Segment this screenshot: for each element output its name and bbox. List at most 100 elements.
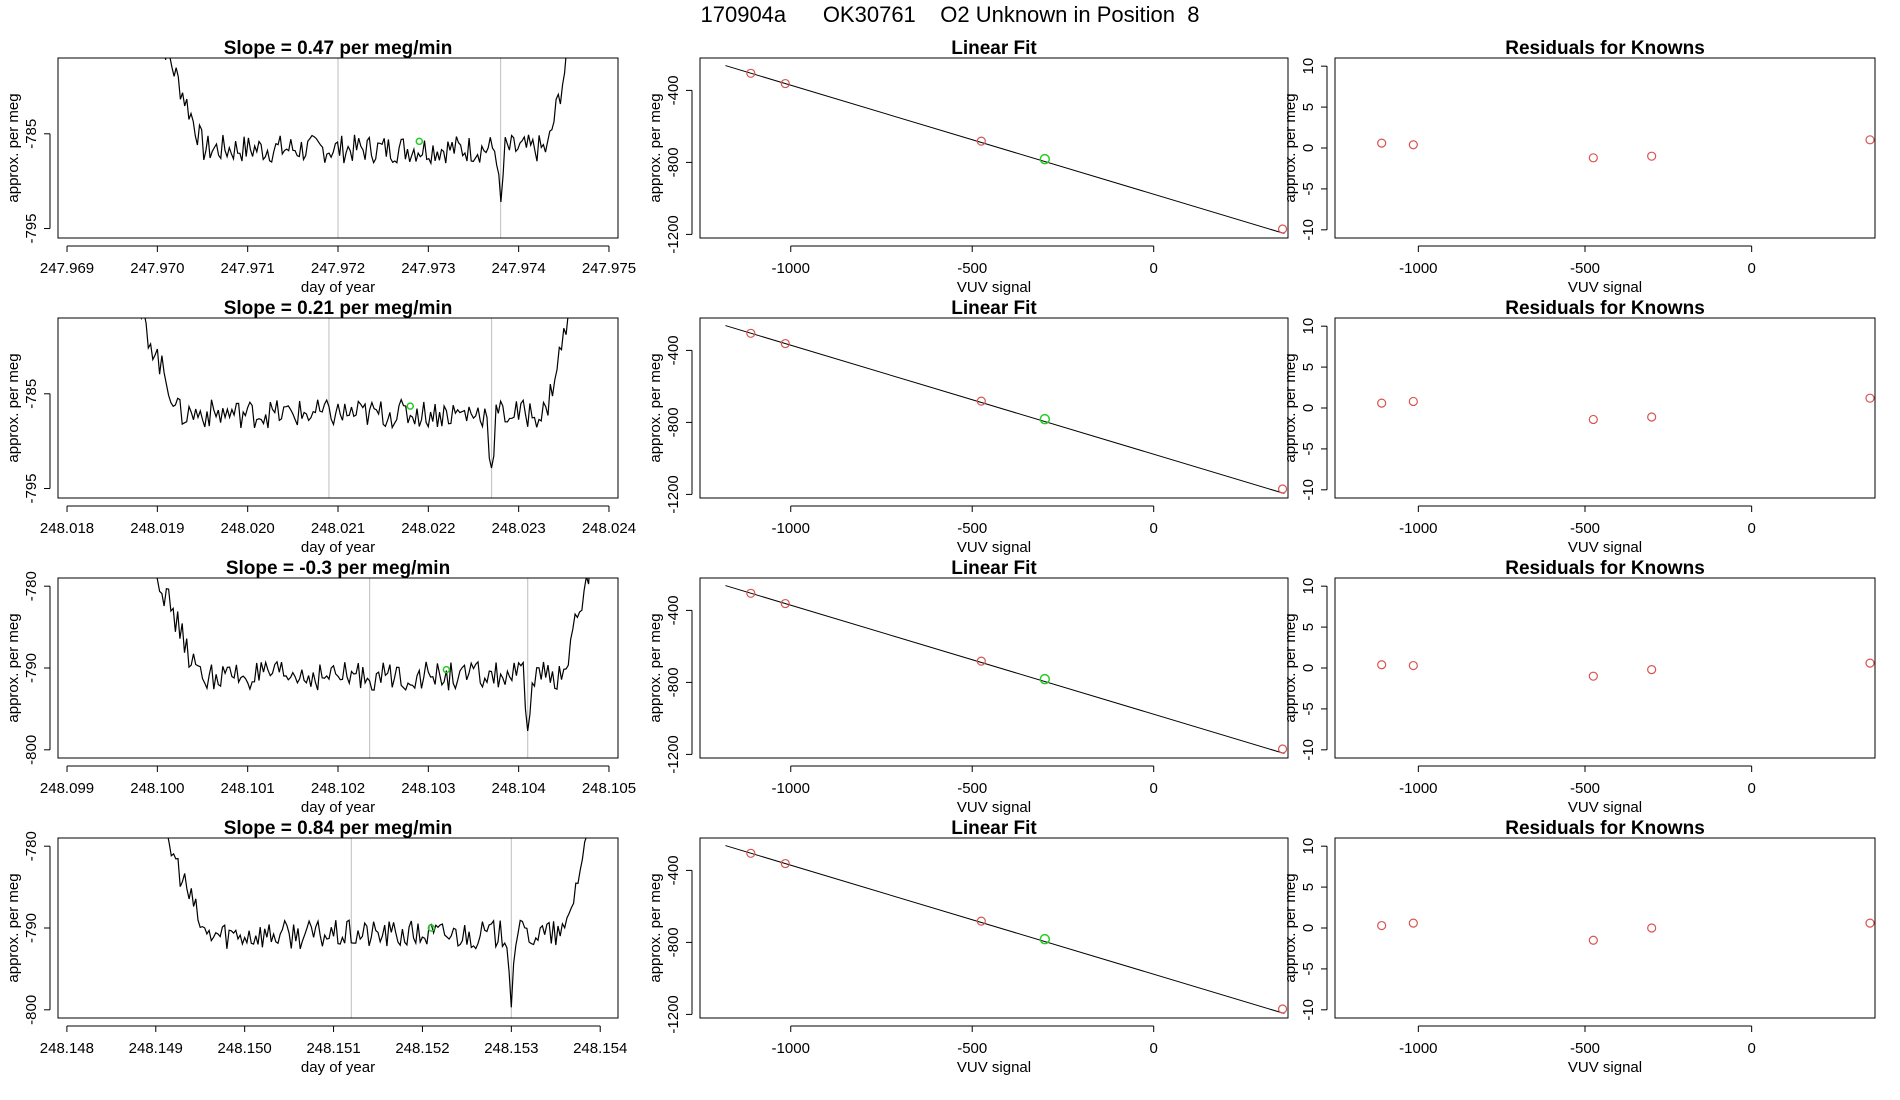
panel-1-3: Residuals for Knowns -1000 -500 0 VUV signal…: [1282, 38, 1876, 296]
plot-frame: [699, 57, 1289, 239]
y-tick-label: 5: [1300, 103, 1317, 111]
known-point: [746, 68, 756, 78]
x-axis: -1000 -500 0: [1399, 245, 1756, 277]
panel-title: Linear Fit: [951, 298, 1037, 319]
panel-title: Slope = -0.3 per meg/min: [226, 558, 450, 579]
fit-line: [725, 65, 1285, 234]
x-tick-label: 248.105: [582, 780, 636, 797]
y-axis-label: approx. per meg: [5, 613, 22, 722]
x-tick-label: -500: [1570, 780, 1600, 797]
x-axis-label: VUV signal: [957, 1059, 1031, 1076]
y-tick-label: 5: [1300, 623, 1317, 631]
plot-area: [1377, 393, 1875, 425]
y-tick-label: -400: [665, 855, 682, 885]
x-axis: 248.148 248.149 248.150 248.151 248.152 248.1…: [40, 1025, 627, 1057]
x-axis-label: VUV signal: [1568, 539, 1642, 556]
x-axis-label: day of year: [301, 539, 375, 556]
y-axis-label: approx. per meg: [1282, 873, 1299, 982]
x-axis-label: day of year: [301, 1059, 375, 1076]
plot-area: [167, 838, 587, 1018]
x-axis-label: VUV signal: [1568, 799, 1642, 816]
trace-line: [156, 578, 590, 731]
known-point: [746, 328, 756, 338]
y-tick-label: -800: [23, 735, 40, 765]
x-tick-label: -500: [1570, 260, 1600, 277]
y-axis: -780 -790 -800: [23, 571, 51, 765]
trace-line: [167, 838, 587, 1008]
x-tick-label: -500: [957, 260, 987, 277]
known-point: [780, 598, 790, 609]
trace-line: [164, 58, 567, 202]
y-tick-label: -400: [665, 595, 682, 625]
known-point: [1647, 151, 1657, 161]
x-axis-label: VUV signal: [1568, 1059, 1642, 1076]
known-point: [780, 338, 790, 349]
y-axis: -400 -800 -1200: [665, 75, 693, 254]
x-tick-label: 0: [1150, 1040, 1158, 1057]
known-point: [1408, 396, 1418, 407]
x-tick-label: -1000: [1399, 1040, 1437, 1057]
y-axis: -400 -800 -1200: [665, 595, 693, 774]
plot-frame: [57, 317, 619, 499]
known-point: [1865, 918, 1875, 928]
known-point: [1588, 153, 1598, 163]
x-tick-label: 248.101: [221, 780, 275, 797]
known-point: [1277, 484, 1288, 494]
unknown-point: [427, 924, 436, 932]
x-axis-label: VUV signal: [957, 279, 1031, 296]
x-axis-label: day of year: [301, 799, 375, 816]
plot-area: [164, 58, 567, 238]
x-tick-label: 247.972: [311, 260, 365, 277]
panel-title: Linear Fit: [951, 558, 1037, 579]
x-tick-label: 248.020: [221, 520, 275, 537]
x-tick-label: 0: [1747, 260, 1755, 277]
x-tick-label: 248.018: [40, 520, 94, 537]
y-axis: -785 -795: [23, 379, 51, 504]
x-tick-label: -1000: [772, 780, 810, 797]
known-point: [1865, 135, 1875, 145]
panel-4-2: Linear Fit -1000 -500 0 VUV signal -400 -800 -1…: [647, 818, 1289, 1076]
x-axis: -1000 -500 0: [772, 765, 1158, 797]
known-point: [1865, 658, 1875, 668]
y-tick-label: -780: [23, 571, 40, 601]
x-axis: -1000 -500 0: [772, 505, 1158, 537]
known-point: [1377, 920, 1387, 931]
x-tick-label: 248.151: [306, 1040, 360, 1057]
y-tick-label: 10: [1300, 838, 1317, 855]
known-point: [1588, 414, 1598, 425]
x-axis: -1000 -500 0: [1399, 505, 1756, 537]
panel-1-2: Linear Fit -1000 -500 0 VUV signal -400 -800 -1…: [647, 38, 1289, 296]
y-axis: 10 5 0 -5 -10: [1300, 578, 1328, 761]
y-tick-label: -785: [23, 119, 40, 149]
x-axis: 248.099 248.100 248.101 248.102 248.103 248.1…: [40, 765, 636, 797]
x-tick-label: 247.971: [221, 260, 275, 277]
plot-frame: [57, 57, 619, 239]
known-point: [1647, 665, 1657, 675]
known-point: [780, 858, 790, 869]
x-tick-label: 248.022: [401, 520, 455, 537]
x-tick-label: 248.152: [395, 1040, 449, 1057]
known-point: [976, 916, 986, 926]
x-tick-label: 0: [1150, 520, 1158, 537]
x-tick-label: 247.974: [492, 260, 546, 277]
y-tick-label: -795: [23, 474, 40, 504]
known-point: [1647, 412, 1657, 422]
y-axis-label: approx. per meg: [647, 873, 664, 982]
y-tick-label: -10: [1300, 479, 1317, 501]
x-axis: -1000 -500 0: [1399, 765, 1756, 797]
x-tick-label: -1000: [1399, 260, 1437, 277]
y-axis-label: approx. per meg: [5, 873, 22, 982]
x-tick-label: -500: [1570, 1040, 1600, 1057]
y-axis-label: approx. per meg: [647, 353, 664, 462]
y-axis: 10 5 0 -5 -10: [1300, 58, 1328, 241]
known-point: [1277, 1004, 1288, 1014]
plot-area: [156, 578, 590, 758]
plot-frame: [699, 837, 1289, 1019]
known-point: [1408, 660, 1418, 671]
y-tick-label: -5: [1300, 442, 1317, 455]
y-tick-label: -785: [23, 379, 40, 409]
known-point: [780, 78, 790, 89]
known-point: [976, 396, 986, 406]
x-tick-label: 248.024: [582, 520, 636, 537]
